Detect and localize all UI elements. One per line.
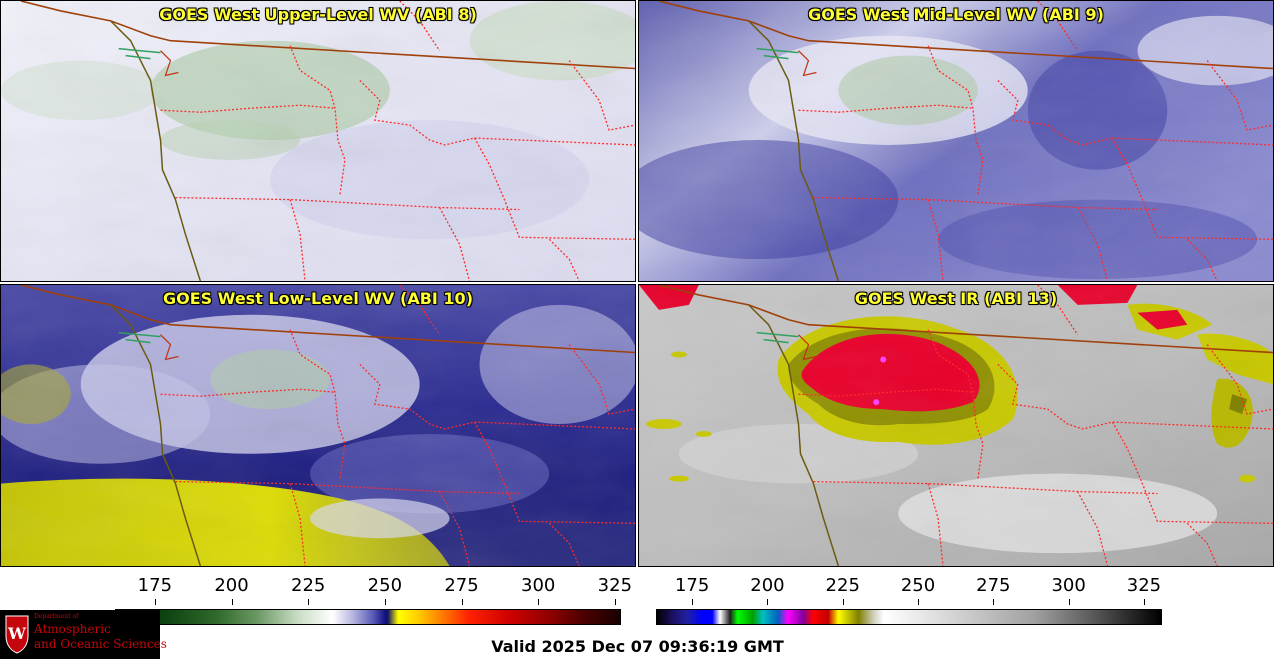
colorbar-tick-label: 175 — [137, 575, 173, 596]
colorbar-tick-mark — [767, 599, 769, 605]
colorbar-tick-mark — [993, 599, 995, 605]
logo-line-1: Department of — [34, 613, 79, 620]
uw-crest-icon: W — [5, 615, 29, 654]
colorbar-tick-label: 250 — [367, 575, 403, 596]
colorbar-tick-mark — [384, 599, 386, 605]
colorbar-ir-scale — [656, 609, 1162, 625]
colorbar-tick-label: 200 — [750, 575, 785, 596]
colorbar-tick-label: 275 — [444, 575, 479, 596]
colorbar-tick-mark — [461, 599, 463, 605]
colorbar-tick-label: 325 — [1126, 575, 1162, 596]
colorbar-tick-label: 300 — [521, 575, 556, 596]
colorbar-tick-label: 225 — [825, 575, 860, 596]
colorbar-tick-label: 250 — [900, 575, 936, 596]
colorbar-tick-mark — [154, 599, 156, 605]
panel-title: GOES West IR (ABI 13) — [854, 289, 1058, 308]
panel-title: GOES West Low-Level WV (ABI 10) — [162, 289, 473, 308]
logo-line-3: and Oceanic Sciences — [34, 637, 167, 651]
colorbar-tick-mark — [918, 599, 920, 605]
colorbar-tick-mark — [692, 599, 694, 605]
colorbar-tick-mark — [538, 599, 540, 605]
colorbar-ticks: 175 200 225 250 275 300 325 — [656, 575, 1162, 605]
low-wv-imagery — [1, 285, 635, 566]
colorbar-tick-label: 225 — [291, 575, 326, 596]
colorbar-wv: 175 200 225 250 275 300 325 — [115, 575, 632, 627]
panel-ir: GOES West IR (ABI 13) — [638, 284, 1274, 567]
colorbar-tick-mark — [1068, 599, 1070, 605]
upper-wv-imagery — [1, 1, 635, 281]
colorbar-tick-mark — [614, 599, 616, 605]
colorbar-tick-label: 325 — [597, 575, 633, 596]
crest-letter: W — [7, 624, 27, 643]
colorbar-tick-mark — [308, 599, 310, 605]
colorbar-ir: 175 200 225 250 275 300 325 — [656, 575, 1162, 627]
logo-line-2: Atmospheric — [34, 622, 111, 636]
panel-low-level-wv: GOES West Low-Level WV (ABI 10) — [0, 284, 636, 567]
colorbar-tick-label: 300 — [1051, 575, 1086, 596]
valid-timestamp: Valid 2025 Dec 07 09:36:19 GMT — [491, 637, 784, 656]
panel-upper-level-wv: GOES West Upper-Level WV (ABI 8) — [0, 0, 636, 282]
panel-title: GOES West Upper-Level WV (ABI 8) — [159, 5, 477, 24]
ir-imagery — [639, 285, 1273, 566]
colorbar-tick-label: 200 — [214, 575, 249, 596]
colorbar-tick-mark — [842, 599, 844, 605]
colorbar-tick-mark — [1143, 599, 1145, 605]
aos-logo: W Department of Atmospheric and Oceanic … — [0, 610, 167, 659]
colorbar-tick-mark — [231, 599, 233, 605]
panel-mid-level-wv: GOES West Mid-Level WV (ABI 9) — [638, 0, 1274, 282]
colorbar-tick-label: 175 — [674, 575, 710, 596]
colorbar-ticks: 175 200 225 250 275 300 325 — [115, 575, 632, 605]
colorbar-wv-scale — [115, 609, 621, 625]
panel-title: GOES West Mid-Level WV (ABI 9) — [808, 5, 1104, 24]
colorbar-tick-label: 275 — [976, 575, 1011, 596]
mid-wv-imagery — [639, 1, 1273, 281]
